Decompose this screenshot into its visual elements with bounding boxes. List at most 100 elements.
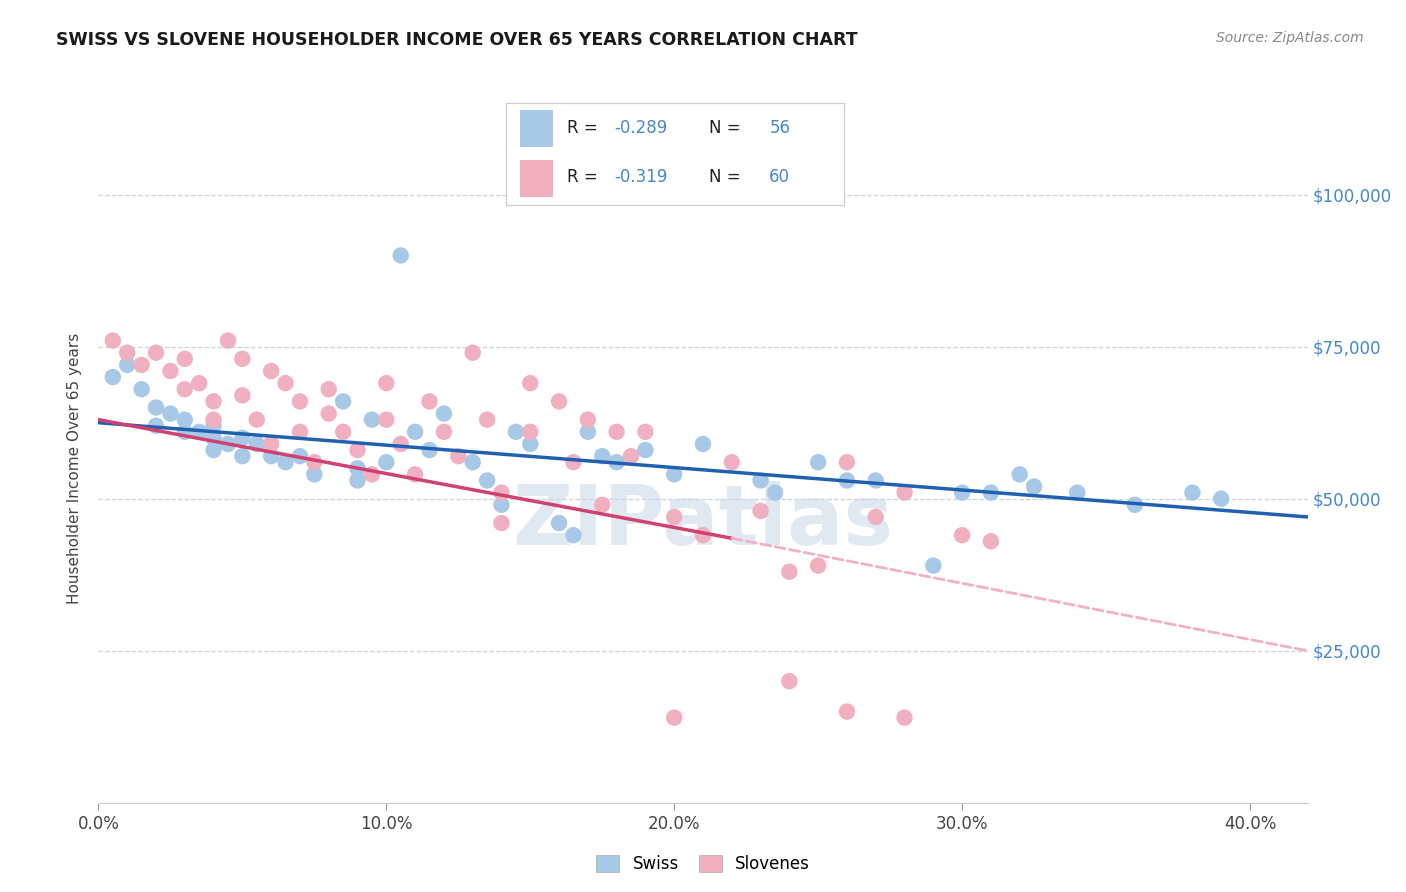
Point — [202, 418, 225, 433]
Point — [318, 407, 340, 421]
Point — [461, 345, 484, 359]
Point — [145, 345, 167, 359]
Point — [461, 455, 484, 469]
Point — [447, 449, 470, 463]
Point — [304, 455, 326, 469]
Point — [173, 425, 195, 439]
Point — [389, 437, 412, 451]
Point — [620, 449, 643, 463]
Point — [202, 412, 225, 426]
Point — [548, 516, 571, 530]
Point — [101, 370, 124, 384]
Point — [664, 467, 686, 482]
Point — [1022, 479, 1045, 493]
Point — [231, 388, 253, 402]
Point — [173, 351, 195, 366]
Point — [202, 431, 225, 445]
Point — [173, 382, 195, 396]
Point — [980, 485, 1002, 500]
Point — [274, 455, 297, 469]
Point — [101, 334, 124, 348]
Point — [1211, 491, 1233, 506]
Point — [1181, 485, 1204, 500]
Point — [159, 364, 181, 378]
Legend: Swiss, Slovenes: Swiss, Slovenes — [588, 847, 818, 881]
Point — [202, 394, 225, 409]
Point — [505, 425, 527, 439]
Text: R =: R = — [567, 120, 603, 137]
Point — [217, 334, 239, 348]
Point — [131, 358, 153, 372]
Point — [519, 425, 541, 439]
Point — [606, 455, 628, 469]
Point — [835, 455, 858, 469]
Point — [591, 449, 613, 463]
Text: R =: R = — [567, 169, 603, 186]
Point — [720, 455, 742, 469]
Point — [692, 437, 714, 451]
Point — [131, 382, 153, 396]
Point — [188, 376, 211, 391]
Point — [375, 455, 398, 469]
Point — [389, 248, 412, 262]
Point — [288, 394, 311, 409]
Point — [1066, 485, 1088, 500]
Point — [491, 516, 513, 530]
Point — [749, 474, 772, 488]
Point — [606, 425, 628, 439]
Point — [188, 425, 211, 439]
Point — [519, 437, 541, 451]
Point — [246, 437, 269, 451]
Y-axis label: Householder Income Over 65 years: Householder Income Over 65 years — [67, 333, 83, 604]
Point — [173, 412, 195, 426]
Text: SWISS VS SLOVENE HOUSEHOLDER INCOME OVER 65 YEARS CORRELATION CHART: SWISS VS SLOVENE HOUSEHOLDER INCOME OVER… — [56, 31, 858, 49]
Point — [1123, 498, 1146, 512]
Point — [288, 425, 311, 439]
Point — [202, 443, 225, 458]
Point — [375, 376, 398, 391]
Point — [548, 394, 571, 409]
Point — [664, 510, 686, 524]
Point — [692, 528, 714, 542]
Text: N =: N = — [709, 120, 745, 137]
Point — [145, 418, 167, 433]
Point — [304, 467, 326, 482]
Text: 56: 56 — [769, 120, 790, 137]
Point — [749, 504, 772, 518]
Point — [433, 425, 456, 439]
Point — [835, 705, 858, 719]
Point — [763, 485, 786, 500]
Point — [404, 425, 426, 439]
Point — [576, 412, 599, 426]
Point — [361, 467, 384, 482]
Point — [246, 412, 269, 426]
Point — [519, 376, 541, 391]
Point — [159, 407, 181, 421]
Point — [145, 401, 167, 415]
Text: N =: N = — [709, 169, 745, 186]
Point — [634, 443, 657, 458]
Text: -0.319: -0.319 — [614, 169, 668, 186]
Point — [433, 407, 456, 421]
Point — [418, 443, 440, 458]
Point — [375, 412, 398, 426]
Point — [562, 528, 585, 542]
Point — [778, 565, 800, 579]
Point — [664, 711, 686, 725]
Point — [260, 437, 283, 451]
Point — [231, 449, 253, 463]
Point — [274, 376, 297, 391]
Text: 60: 60 — [769, 169, 790, 186]
Point — [922, 558, 945, 573]
Point — [332, 394, 354, 409]
Point — [778, 674, 800, 689]
Text: Source: ZipAtlas.com: Source: ZipAtlas.com — [1216, 31, 1364, 45]
Point — [591, 498, 613, 512]
Point — [980, 534, 1002, 549]
Point — [950, 528, 973, 542]
Point — [634, 425, 657, 439]
Point — [361, 412, 384, 426]
Point — [115, 358, 138, 372]
Point — [1008, 467, 1031, 482]
Point — [562, 455, 585, 469]
